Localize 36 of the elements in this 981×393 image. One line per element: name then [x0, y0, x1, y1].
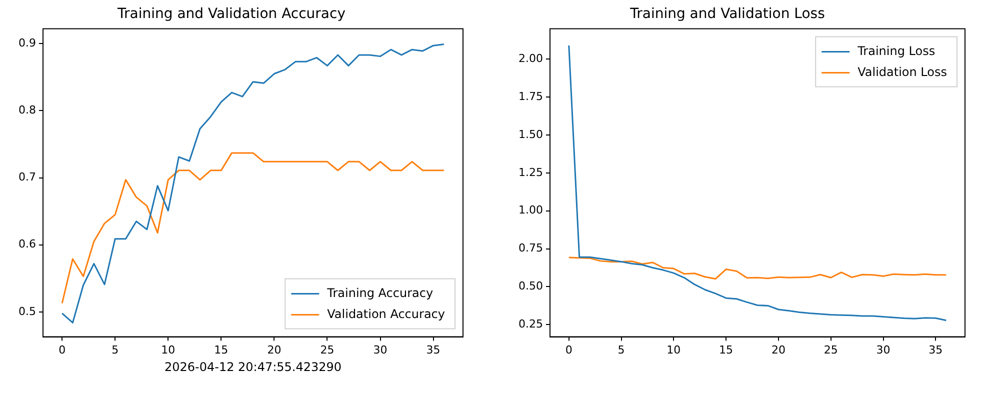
x-tick-label: 0 [565, 343, 572, 356]
y-tick-label: 1.75 [518, 90, 543, 103]
y-tick-label: 0.8 [18, 104, 36, 117]
x-tick-label: 20 [771, 343, 786, 356]
y-tick-label: 0.25 [518, 318, 543, 331]
x-tick-label: 15 [719, 343, 734, 356]
y-tick-label: 0.75 [518, 242, 543, 255]
legend-label: Training Loss [856, 44, 936, 58]
x-tick-label: 35 [426, 343, 440, 356]
y-tick-label: 0.9 [18, 36, 36, 50]
chart-title: Training and Validation Loss [629, 6, 825, 22]
x-tick-label: 35 [928, 343, 943, 356]
x-tick-label: 10 [666, 343, 681, 356]
y-tick-label: 0.50 [518, 280, 543, 293]
y-tick-label: 0.6 [18, 238, 36, 251]
x-tick-label: 5 [112, 343, 119, 356]
x-tick-label: 5 [618, 343, 625, 356]
y-tick-label: 0.7 [18, 170, 36, 184]
legend-label: Validation Accuracy [327, 306, 446, 321]
x-tick-label: 10 [161, 343, 176, 356]
y-tick-label: 1.50 [518, 128, 543, 141]
chart-title: Training and Validation Accuracy [116, 6, 346, 22]
legend-label: Validation Loss [858, 64, 947, 79]
x-tick-label: 20 [267, 343, 282, 356]
y-tick-label: 0.5 [18, 304, 36, 318]
x-tick-label: 30 [373, 343, 388, 356]
legend-label: Training Accuracy [326, 286, 434, 300]
y-tick-label: 1.25 [518, 166, 543, 179]
text: 2026-04-12 20:47:55.423290 [164, 360, 342, 374]
x-tick-label: 0 [58, 343, 66, 356]
y-tick-label: 1.00 [518, 204, 543, 217]
x-tick-label: 25 [824, 343, 838, 356]
x-tick-label: 25 [320, 343, 334, 356]
x-tick-label: 15 [214, 343, 228, 356]
y-tick-label: 2.00 [518, 52, 543, 66]
x-tick-label: 30 [876, 343, 890, 356]
